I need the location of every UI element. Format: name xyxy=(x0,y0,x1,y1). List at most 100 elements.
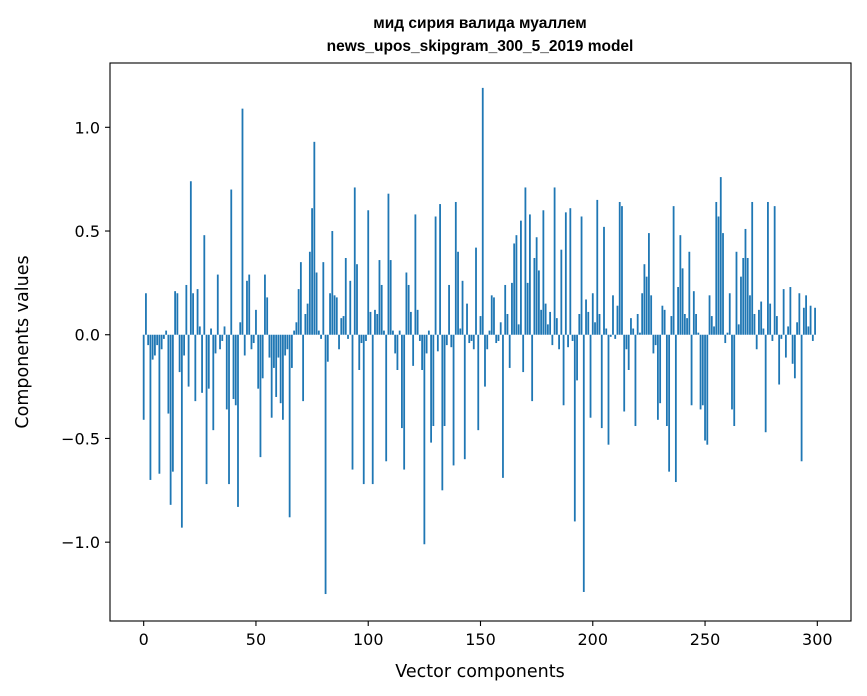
bar xyxy=(630,318,632,335)
bar xyxy=(216,274,219,335)
bar xyxy=(329,293,331,335)
bar xyxy=(645,276,648,335)
bar xyxy=(290,334,293,368)
bar xyxy=(338,334,340,350)
bar xyxy=(443,334,446,427)
bar xyxy=(295,322,298,335)
bar xyxy=(371,334,374,485)
bar xyxy=(389,260,392,335)
bar xyxy=(201,334,203,393)
bar xyxy=(746,257,749,335)
bar xyxy=(515,235,518,335)
bar xyxy=(529,214,531,335)
bar xyxy=(282,334,284,420)
bar xyxy=(439,204,441,335)
bar xyxy=(493,297,495,335)
bar xyxy=(416,309,419,335)
bar xyxy=(789,287,792,335)
bar xyxy=(479,316,482,335)
bar xyxy=(250,334,253,350)
bar xyxy=(719,177,722,335)
bar xyxy=(277,334,280,358)
bar xyxy=(551,334,554,346)
bar xyxy=(677,287,679,335)
bar xyxy=(387,193,390,335)
bar xyxy=(609,334,612,337)
bar xyxy=(248,274,251,335)
bar xyxy=(434,216,437,335)
bar xyxy=(614,334,617,339)
bar xyxy=(457,251,459,335)
bar xyxy=(461,280,464,335)
bar xyxy=(365,334,367,341)
bar xyxy=(452,334,455,466)
bar xyxy=(178,334,181,373)
bar xyxy=(156,334,159,346)
bar xyxy=(430,334,432,443)
bar xyxy=(814,307,816,335)
bar xyxy=(353,187,356,335)
bar xyxy=(733,334,736,427)
y-axis: −1.0 −0.5 0.0 0.5 1.0 xyxy=(61,118,110,552)
bar xyxy=(656,334,659,420)
bar xyxy=(331,231,334,335)
bar xyxy=(223,326,226,335)
bar xyxy=(349,280,352,335)
bar xyxy=(466,303,468,335)
bar xyxy=(526,282,529,335)
bar xyxy=(791,334,794,364)
bar xyxy=(311,208,313,335)
bar xyxy=(497,334,500,341)
bar xyxy=(744,228,747,335)
bar xyxy=(641,293,644,335)
bar xyxy=(665,334,668,427)
bar xyxy=(708,295,711,335)
bar xyxy=(239,322,242,335)
bar xyxy=(740,276,742,335)
bar xyxy=(286,334,289,350)
bar xyxy=(726,332,729,335)
x-tick-label: 200 xyxy=(577,630,608,649)
bar xyxy=(636,314,639,335)
bar xyxy=(427,330,430,335)
bar xyxy=(196,289,199,335)
bar xyxy=(383,330,385,335)
bar xyxy=(769,303,772,335)
bar xyxy=(690,334,693,406)
bar xyxy=(623,334,626,412)
bar xyxy=(432,334,435,427)
bar xyxy=(160,334,163,350)
bar xyxy=(549,311,552,335)
bar xyxy=(674,334,677,483)
bar xyxy=(486,334,489,350)
bar xyxy=(722,233,724,335)
bar xyxy=(477,334,480,431)
y-tick-label: −1.0 xyxy=(61,533,100,552)
bar xyxy=(780,334,783,339)
bar xyxy=(317,330,320,335)
bar xyxy=(508,334,511,368)
bar xyxy=(441,334,444,491)
bar xyxy=(488,330,491,335)
bar xyxy=(661,305,664,335)
bar xyxy=(764,334,767,433)
bar xyxy=(618,201,621,335)
bar xyxy=(210,328,212,335)
bar xyxy=(212,334,215,431)
bar xyxy=(571,334,574,341)
bar xyxy=(650,295,653,335)
bar xyxy=(169,334,172,505)
bar xyxy=(504,284,507,335)
bar xyxy=(358,334,361,370)
bar xyxy=(697,332,700,335)
bar xyxy=(654,334,657,346)
bar xyxy=(807,326,810,335)
chart-title-line-2: news_upos_skipgram_300_5_2019 model xyxy=(327,38,634,55)
bar xyxy=(582,334,585,592)
bar xyxy=(313,141,316,335)
x-tick-label: 150 xyxy=(465,630,496,649)
bar xyxy=(261,334,264,379)
bar xyxy=(681,268,684,335)
bar xyxy=(533,257,536,335)
